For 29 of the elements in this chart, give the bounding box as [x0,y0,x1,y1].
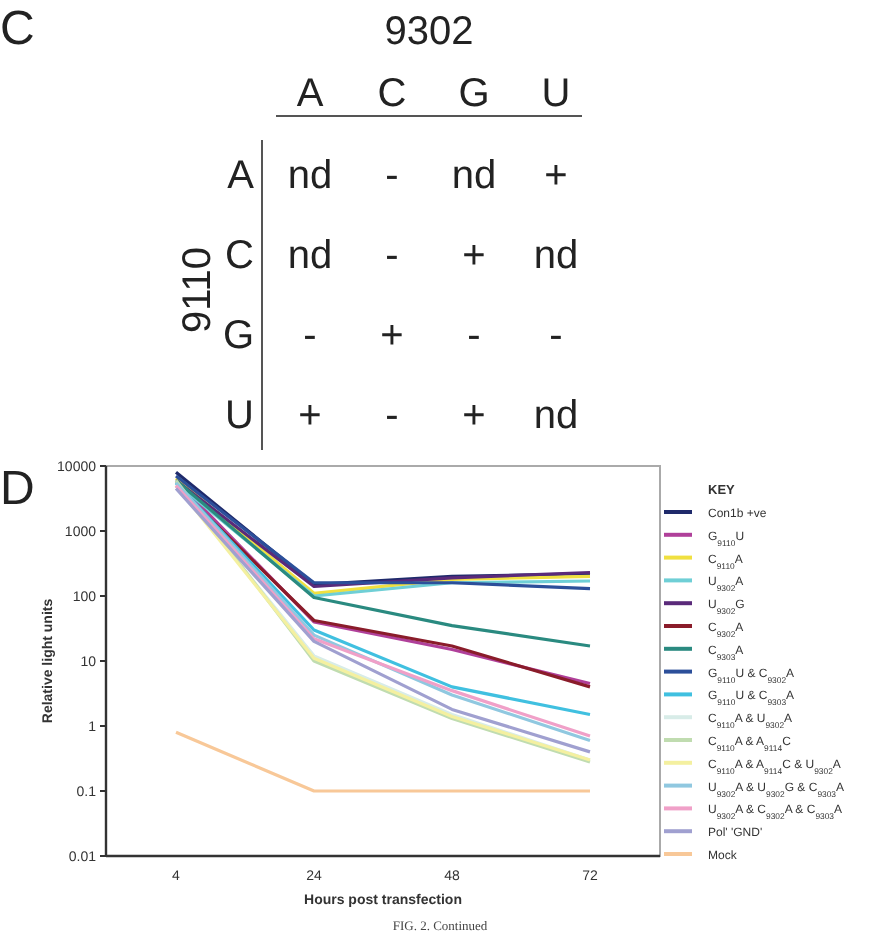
y-axis-title: 9110 [176,246,220,334]
text: - [467,314,481,358]
text: - [303,314,317,358]
x-tick-label: A [296,72,325,116]
text: + [462,394,486,438]
line-series [174,478,592,648]
text: nd [287,154,333,198]
text: nd [533,394,579,438]
text: - [385,234,399,278]
text: - [549,314,563,358]
text: nd [533,234,579,278]
text: C [0,2,35,56]
text: D [0,462,35,516]
x-tick-label: U [541,72,571,116]
x-tick-label: C [377,72,407,116]
text: - [385,394,399,438]
text: + [298,394,322,438]
y-tick-label: A [227,154,256,198]
text: nd [287,234,333,278]
text: + [380,314,404,358]
chart-title: 9302 [384,10,474,54]
y-tick-label: U [225,394,254,438]
text: + [544,154,568,198]
y-tick-label: G [222,314,254,358]
text: - [385,154,399,198]
text: + [462,234,486,278]
x-tick-label: G [458,72,490,116]
y-tick-label: C [225,234,254,278]
text: nd [451,154,497,198]
